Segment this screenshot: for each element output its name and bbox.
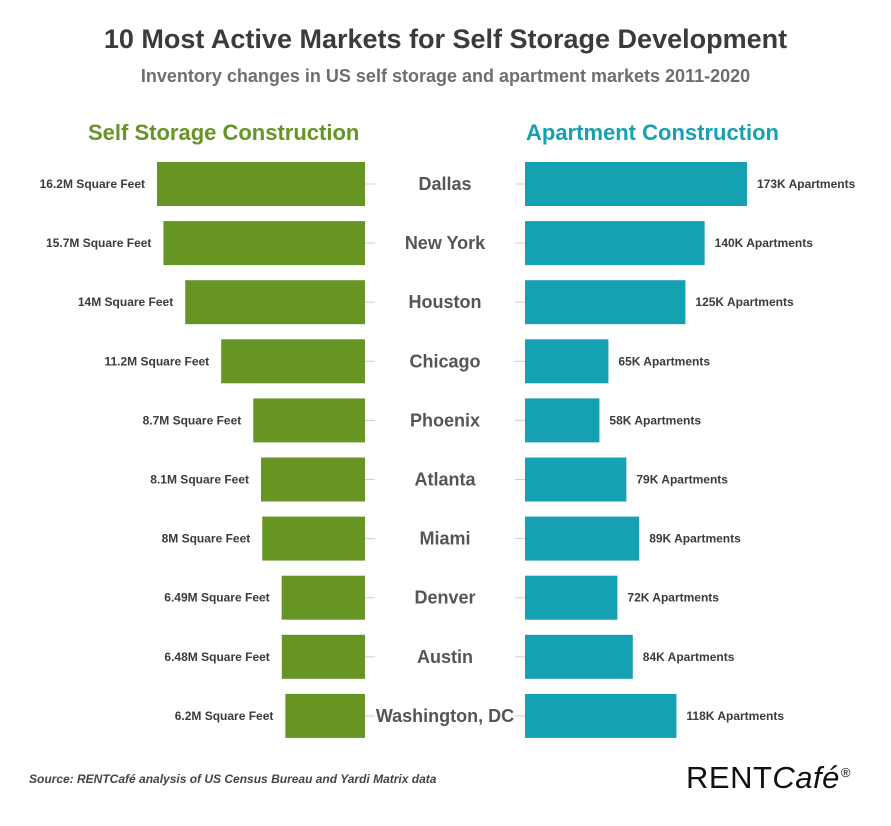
self-storage-value-label: 8.7M Square Feet (143, 413, 242, 427)
apartment-value-label: 72K Apartments (627, 591, 719, 605)
self-storage-bar (261, 457, 365, 502)
city-label: Austin (417, 647, 473, 667)
self-storage-bar (221, 339, 365, 384)
apartment-bar (525, 221, 705, 266)
self-storage-bar (157, 162, 365, 206)
city-label: Atlanta (414, 470, 476, 490)
apartment-value-label: 140K Apartments (715, 236, 814, 250)
self-storage-bar (185, 280, 365, 325)
logo-main-text: RENT (686, 760, 773, 795)
chart-subtitle: Inventory changes in US self storage and… (140, 66, 751, 86)
self-storage-value-label: 6.48M Square Feet (164, 650, 269, 664)
apartment-bar (525, 575, 618, 620)
self-storage-bar (281, 575, 365, 620)
registered-mark-icon: ® (840, 764, 851, 780)
apartment-value-label: 79K Apartments (636, 473, 728, 487)
source-note: Source: RENTCafé analysis of US Census B… (29, 772, 437, 786)
self-storage-bar (253, 398, 365, 443)
apartment-value-label: 118K Apartments (686, 709, 784, 723)
self-storage-value-label: 16.2M Square Feet (40, 177, 145, 191)
self-storage-bar (262, 516, 365, 561)
city-label: Phoenix (410, 410, 480, 430)
apartment-bar (525, 693, 677, 738)
apartment-bar (525, 634, 633, 679)
self-storage-value-label: 15.7M Square Feet (46, 236, 151, 250)
self-storage-bar (281, 634, 365, 679)
self-storage-bar (285, 693, 365, 738)
apartment-value-label: 65K Apartments (618, 354, 710, 368)
apartment-series-heading: Apartment Construction (526, 120, 779, 145)
self-storage-value-label: 14M Square Feet (78, 295, 173, 309)
logo-accent-text: Café (772, 760, 840, 795)
apartment-bar (525, 398, 600, 443)
apartment-value-label: 84K Apartments (643, 650, 735, 664)
apartment-value-label: 173K Apartments (757, 177, 856, 191)
apartment-bar (525, 280, 686, 325)
city-label: Washington, DC (376, 706, 514, 726)
city-label: Chicago (409, 351, 480, 371)
self-storage-value-label: 6.2M Square Feet (175, 709, 274, 723)
city-label: Miami (419, 529, 470, 549)
city-label: Houston (409, 292, 482, 312)
apartment-bar (525, 457, 627, 502)
self-storage-value-label: 11.2M Square Feet (104, 354, 209, 368)
apartment-value-label: 58K Apartments (609, 413, 701, 427)
self-storage-series-heading: Self Storage Construction (88, 120, 360, 145)
rentcafe-logo: RENTCafé® (686, 760, 851, 796)
self-storage-value-label: 8M Square Feet (162, 532, 251, 546)
city-label: Denver (414, 588, 475, 608)
apartment-value-label: 89K Apartments (649, 532, 741, 546)
apartment-bar (525, 339, 609, 384)
apartment-bar (525, 162, 747, 206)
chart-title: 10 Most Active Markets for Self Storage … (103, 24, 788, 54)
self-storage-bar (163, 221, 365, 266)
city-label: New York (405, 233, 486, 253)
apartment-bar (525, 516, 640, 561)
self-storage-value-label: 6.49M Square Feet (164, 591, 269, 605)
apartment-value-label: 125K Apartments (695, 295, 794, 309)
city-label: Dallas (418, 174, 471, 194)
self-storage-value-label: 8.1M Square Feet (150, 473, 249, 487)
